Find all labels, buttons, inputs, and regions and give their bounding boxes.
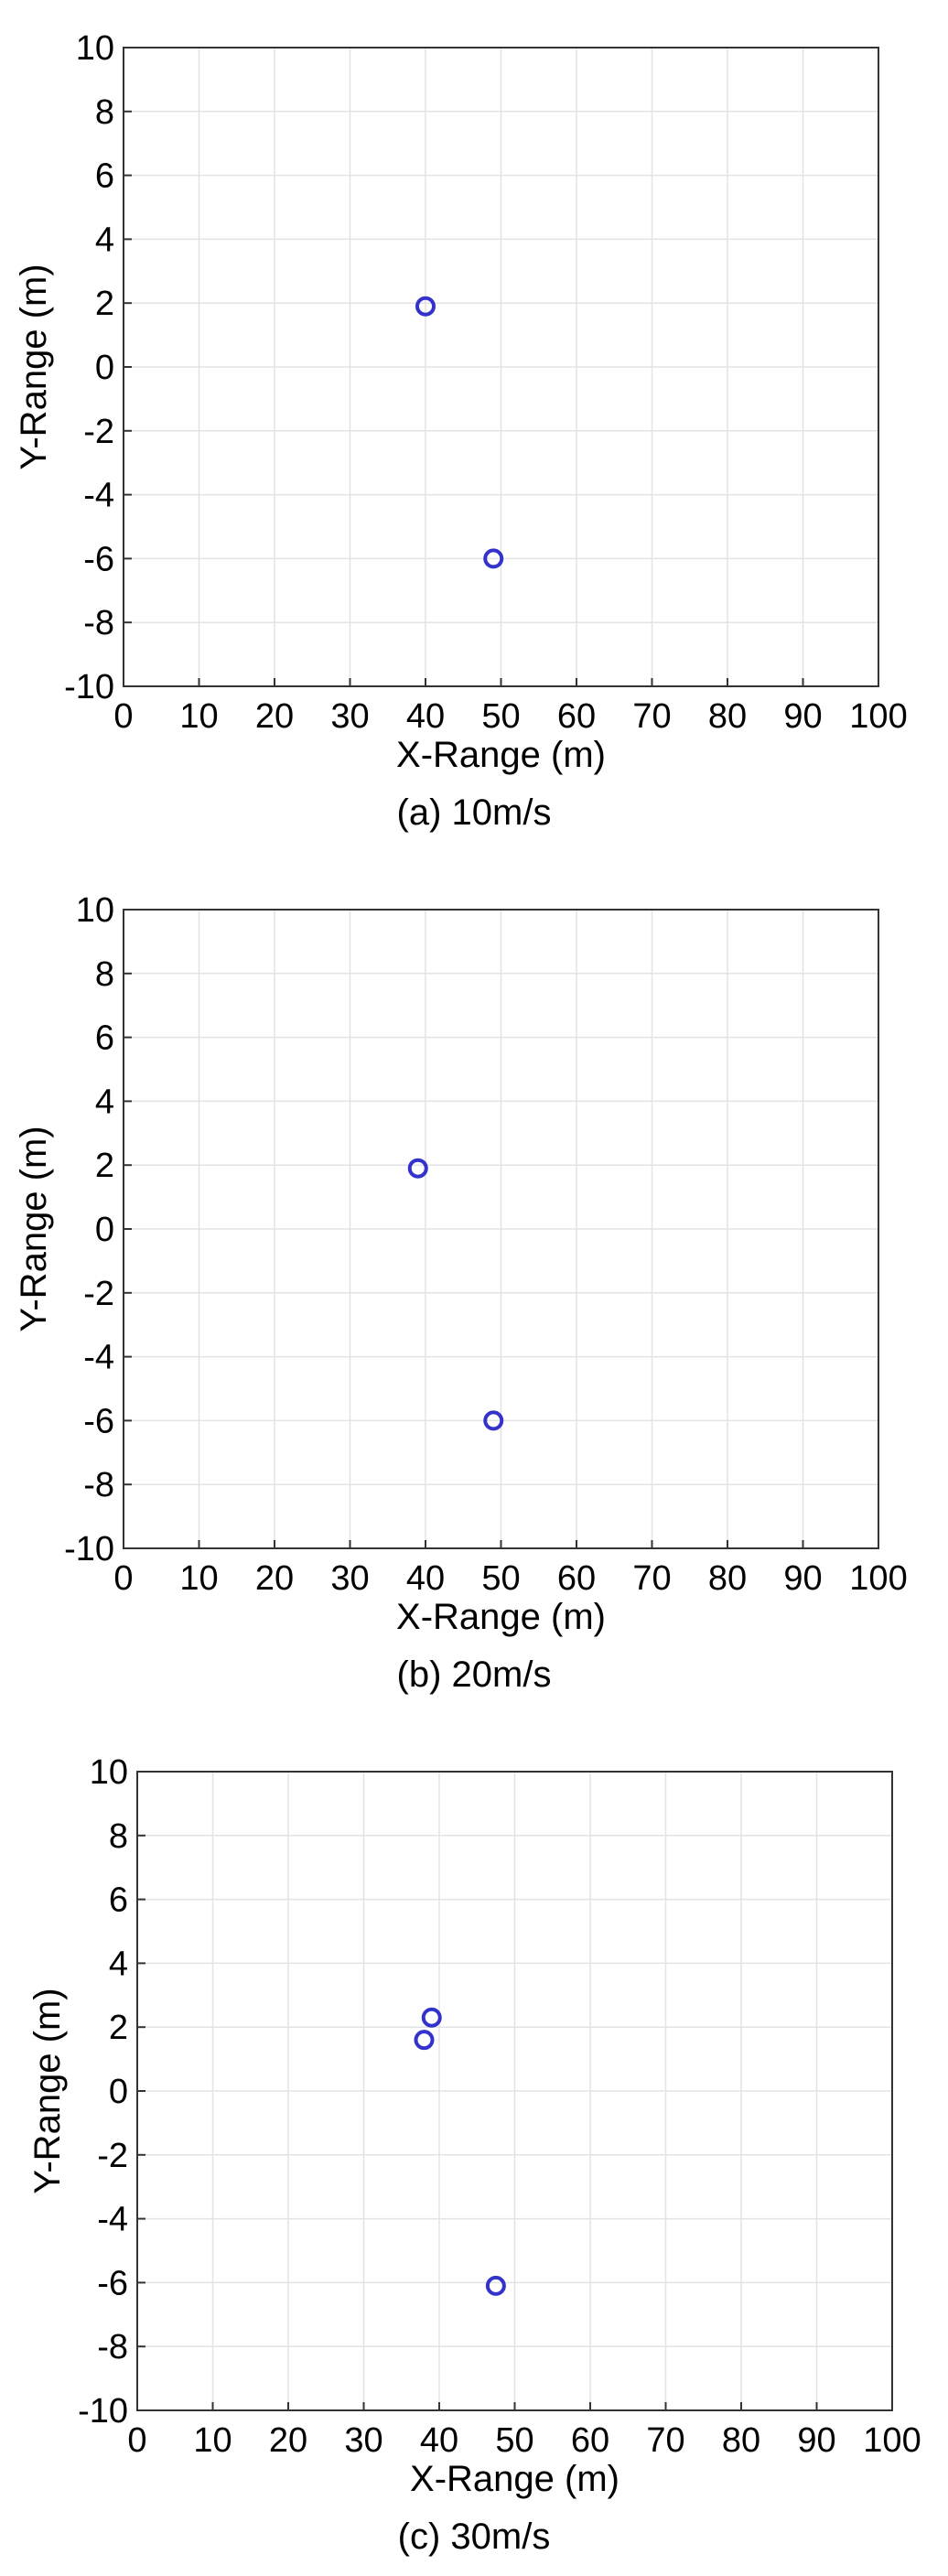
y-tick-label: 8 xyxy=(109,1817,128,1856)
y-tick-label: 4 xyxy=(95,221,114,259)
y-axis-label: Y-Range (m) xyxy=(14,264,54,469)
data-point xyxy=(407,1158,428,1179)
y-tick-label: 0 xyxy=(109,2073,128,2111)
y-axis-label: Y-Range (m) xyxy=(27,1988,68,2193)
scatter-chart-c: 0 10 20 30 40 50 60 70 80 90 1001086420-2-4-6-8-10… xyxy=(27,1753,921,2499)
data-point xyxy=(483,1410,504,1431)
y-tick-label: 0 xyxy=(95,1211,114,1249)
y-tick-label: -4 xyxy=(97,2201,128,2239)
y-tick-label: -2 xyxy=(83,1275,114,1313)
x-axis-label: X-Range (m) xyxy=(396,1597,606,1637)
y-tick-label: 10 xyxy=(90,1753,128,1792)
chart-panel-c: 0 10 20 30 40 50 60 70 80 90 100 10 8 6 4 2 0 -2 -4 -6 -8 -10… xyxy=(0,1724,948,2520)
y-tick-label: -6 xyxy=(83,1402,114,1440)
y-tick-label: -8 xyxy=(83,604,114,642)
x-tick-label: 70 xyxy=(632,1559,671,1598)
y-tick-label: 10 xyxy=(76,29,114,68)
y-tick-label: 2 xyxy=(95,1147,114,1185)
x-tick-label: 60 xyxy=(571,2421,609,2460)
x-tick-label: 100 xyxy=(863,2421,921,2460)
y-tick-label: -6 xyxy=(97,2264,128,2302)
y-tick-label: 4 xyxy=(109,1945,128,1983)
y-tick-label: -10 xyxy=(78,2392,128,2430)
y-tick-label: -10 xyxy=(64,668,114,706)
y-tick-label: -8 xyxy=(83,1466,114,1504)
x-tick-label: 20 xyxy=(255,1559,294,1598)
data-point xyxy=(483,548,504,569)
x-tick-label: 90 xyxy=(783,1559,822,1598)
x-tick-label: 10 xyxy=(193,2421,232,2460)
y-tick-label: 10 xyxy=(76,891,114,930)
chart-panel-b: 0 10 20 30 40 50 60 70 80 90 100 10 8 6 4 2 0 -2 -4 -6 -8 -10… xyxy=(0,862,948,1658)
y-tick-label: -2 xyxy=(83,413,114,451)
x-tick-label: 10 xyxy=(179,697,218,736)
scatter-chart-b: 0 10 20 30 40 50 60 70 80 90 1001086420-2-4-6-8-10… xyxy=(14,891,908,1637)
x-tick-label: 80 xyxy=(708,1559,747,1598)
y-tick-label: 6 xyxy=(95,1019,114,1058)
y-tick-label: -2 xyxy=(97,2137,128,2175)
y-tick-label: -4 xyxy=(83,1339,114,1377)
x-tick-label: 20 xyxy=(269,2421,307,2460)
x-tick-label: 30 xyxy=(330,1559,369,1598)
caption-a: (a) 10m/s xyxy=(396,792,552,833)
x-tick-label: 100 xyxy=(849,1559,907,1598)
x-tick-label: 60 xyxy=(557,1559,596,1598)
x-tick-label: 50 xyxy=(495,2421,533,2460)
x-tick-label: 90 xyxy=(797,2421,835,2460)
x-tick-label: 0 xyxy=(113,1559,133,1598)
x-tick-label: 100 xyxy=(849,697,907,736)
x-tick-label: 80 xyxy=(708,697,747,736)
y-tick-label: -8 xyxy=(97,2328,128,2366)
x-tick-label: 70 xyxy=(632,697,671,736)
x-tick-label: 20 xyxy=(255,697,294,736)
data-point xyxy=(485,2275,506,2296)
y-tick-label: 8 xyxy=(95,955,114,994)
chart-panel-a: 0 10 20 30 40 50 60 70 80 90 100 10 8 6 4 2 0 -2 -4 -6 -8 -10… xyxy=(0,0,948,796)
y-tick-label: 4 xyxy=(95,1083,114,1121)
y-tick-label: 6 xyxy=(109,1881,128,1920)
data-point xyxy=(421,2007,442,2028)
x-tick-label: 50 xyxy=(481,1559,520,1598)
x-tick-label: 30 xyxy=(330,697,369,736)
y-tick-label: 2 xyxy=(95,285,114,323)
x-tick-label: 80 xyxy=(722,2421,760,2460)
caption-c: (c) 30m/s xyxy=(397,2517,551,2557)
y-tick-label: -10 xyxy=(64,1530,114,1568)
y-tick-label: 2 xyxy=(109,2009,128,2047)
x-axis-label: X-Range (m) xyxy=(396,735,606,775)
y-tick-label: 0 xyxy=(95,349,114,387)
x-tick-label: 30 xyxy=(344,2421,382,2460)
scatter-chart-a: 0 10 20 30 40 50 60 70 80 90 1001086420-2-4-6-8-10… xyxy=(14,29,908,775)
data-point xyxy=(414,2030,435,2051)
y-tick-label: -6 xyxy=(83,540,114,578)
y-tick-label: 6 xyxy=(95,157,114,196)
x-tick-label: 70 xyxy=(646,2421,684,2460)
y-tick-label: 8 xyxy=(95,93,114,132)
x-axis-label: X-Range (m) xyxy=(410,2459,619,2499)
x-tick-label: 60 xyxy=(557,697,596,736)
caption-b: (b) 20m/s xyxy=(396,1654,552,1695)
x-tick-label: 40 xyxy=(406,697,445,736)
y-tick-label: -4 xyxy=(83,477,114,515)
x-tick-label: 50 xyxy=(481,697,520,736)
x-tick-label: 40 xyxy=(420,2421,458,2460)
x-tick-label: 0 xyxy=(127,2421,146,2460)
x-tick-label: 40 xyxy=(406,1559,445,1598)
x-tick-label: 90 xyxy=(783,697,822,736)
x-tick-label: 10 xyxy=(179,1559,218,1598)
x-tick-label: 0 xyxy=(113,697,133,736)
y-axis-label: Y-Range (m) xyxy=(14,1126,54,1331)
data-point xyxy=(415,296,436,317)
